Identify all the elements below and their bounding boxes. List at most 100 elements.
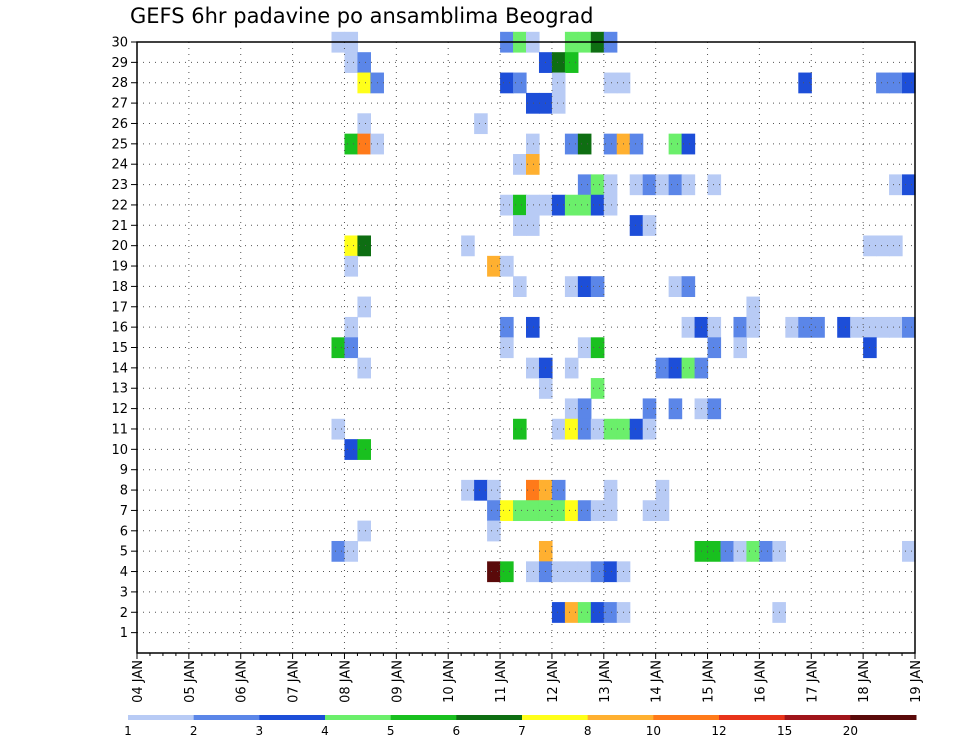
heatmap-cell — [500, 255, 514, 277]
heatmap-cell — [889, 235, 903, 257]
heatmap-cell — [590, 500, 605, 522]
heatmap-cell — [344, 133, 359, 155]
y-tick-label: 18 — [111, 280, 128, 295]
heatmap-cell — [564, 500, 579, 522]
x-tick-label: 04 JAN — [131, 660, 146, 703]
heatmap-cell — [474, 479, 488, 501]
heatmap-cell — [474, 113, 488, 135]
y-tick-label: 5 — [120, 545, 128, 560]
heatmap-cell — [707, 540, 722, 562]
heatmap-cells — [331, 31, 916, 623]
heatmap-cell — [577, 561, 592, 583]
heatmap-cell — [681, 316, 696, 338]
heatmap-cell — [733, 540, 748, 562]
heatmap-cell — [331, 418, 346, 440]
heatmap-cell — [564, 602, 579, 623]
heatmap-cell — [876, 316, 890, 338]
heatmap-cell — [551, 72, 566, 94]
heatmap-cell — [551, 561, 566, 583]
heatmap-cell — [500, 500, 514, 522]
heatmap-cell — [733, 337, 748, 359]
colorbar-swatch — [719, 715, 786, 720]
heatmap-cell — [551, 479, 566, 501]
heatmap-cell — [487, 500, 501, 522]
heatmap-cell — [590, 337, 605, 359]
y-tick-label: 11 — [111, 422, 128, 437]
y-tick-label: 20 — [111, 239, 128, 254]
heatmap-cell — [357, 520, 371, 542]
heatmap-cell — [564, 52, 579, 73]
heatmap-cell — [357, 133, 371, 155]
heatmap-cell — [577, 194, 592, 216]
colorbar-swatch — [522, 715, 589, 720]
colorbar-label: 12 — [711, 724, 726, 738]
x-tick-label: 14 JAN — [650, 660, 665, 703]
colorbar-label: 10 — [646, 724, 661, 738]
y-tick-label: 7 — [120, 504, 128, 519]
heatmap-cell — [590, 378, 605, 399]
heatmap-cell — [889, 174, 903, 196]
heatmap-cell — [655, 479, 670, 501]
heatmap-cell — [551, 418, 566, 440]
heatmap-cell — [551, 52, 566, 73]
heatmap-cell — [603, 72, 618, 94]
heatmap-cell — [564, 398, 579, 420]
y-tick-label: 10 — [111, 443, 128, 458]
y-tick-label: 12 — [111, 402, 128, 417]
heatmap-cell — [500, 337, 514, 359]
x-tick-label: 05 JAN — [183, 660, 198, 703]
y-tick-label: 9 — [120, 463, 128, 478]
heatmap-cell — [629, 174, 644, 196]
heatmap-cell — [564, 561, 579, 583]
heatmap-cell — [681, 133, 696, 155]
x-tick-label: 18 JAN — [857, 660, 872, 703]
colorbar-swatch — [850, 715, 917, 720]
heatmap-cell — [681, 357, 696, 379]
heatmap-cell — [513, 418, 527, 440]
heatmap-cell — [811, 316, 825, 338]
colorbar-swatch — [390, 715, 457, 720]
y-tick-label: 6 — [120, 524, 128, 539]
y-tick-label: 30 — [111, 36, 128, 51]
heatmap-cell — [707, 174, 722, 196]
heatmap-cell — [746, 296, 760, 318]
x-tick-label: 06 JAN — [235, 660, 250, 703]
heatmap-cell — [344, 439, 359, 460]
heatmap-cell — [902, 540, 916, 562]
heatmap-cell — [668, 357, 683, 379]
heatmap-cell — [798, 316, 812, 338]
heatmap-cell — [603, 418, 618, 440]
heatmap-cell — [590, 418, 605, 440]
y-axis: 1234567891011121314151617181920212223242… — [111, 36, 137, 641]
heatmap-cell — [357, 439, 371, 460]
heatmap-cell — [487, 255, 501, 277]
x-tick-label: 13 JAN — [598, 660, 613, 703]
colorbar-swatch — [325, 715, 392, 720]
heatmap-cell — [487, 520, 501, 542]
heatmap-cell — [655, 357, 670, 379]
heatmap-cell — [526, 215, 540, 236]
colorbar-label: 1 — [124, 724, 132, 738]
heatmap-cell — [681, 174, 696, 196]
colorbar-label: 7 — [518, 724, 526, 738]
heatmap-cell — [357, 52, 371, 73]
heatmap-cell — [500, 72, 514, 94]
y-tick-label: 24 — [111, 158, 128, 173]
y-tick-label: 19 — [111, 260, 128, 275]
heatmap-cell — [746, 540, 760, 562]
heatmap-cell — [513, 215, 527, 236]
x-tick-label: 19 JAN — [909, 660, 924, 703]
heatmap-cell — [513, 194, 527, 216]
heatmap-cell — [590, 174, 605, 196]
heatmap-cell — [513, 500, 527, 522]
heatmap-cell — [564, 418, 579, 440]
y-tick-label: 3 — [120, 585, 128, 600]
y-tick-label: 17 — [111, 300, 128, 315]
heatmap-cell — [603, 561, 618, 583]
heatmap-cell — [603, 479, 618, 501]
heatmap-cell — [564, 133, 579, 155]
heatmap-cell — [551, 602, 566, 623]
colorbar-swatch — [193, 715, 260, 720]
heatmap-cell — [551, 92, 566, 114]
heatmap-cell — [655, 174, 670, 196]
